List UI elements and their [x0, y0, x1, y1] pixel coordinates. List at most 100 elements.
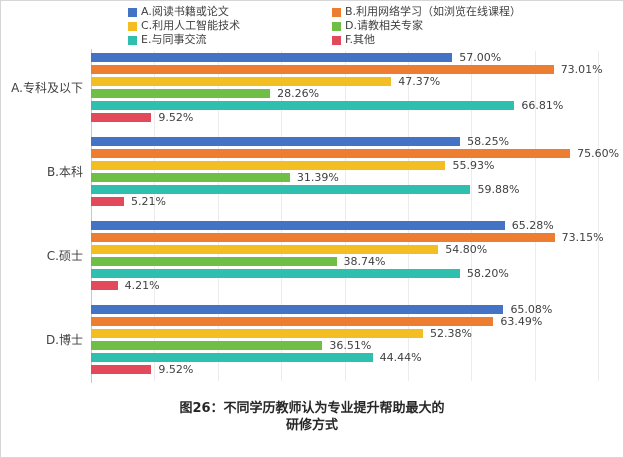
bar-row: 52.38%	[91, 327, 623, 340]
bar-group: B.本科 58.25% 75.60% 55.93% 31.39% 59.88% 5.21%	[1, 135, 623, 208]
gridline	[344, 51, 346, 381]
legend-item: A.阅读书籍或论文	[128, 5, 332, 19]
bar-groups: A.专科及以下 57.00% 73.01% 47.37% 28.26% 66.81% 9.5…	[1, 51, 623, 376]
bar-row: 31.39%	[91, 171, 623, 184]
legend-label: B.利用网络学习（如浏览在线课程）	[345, 5, 522, 18]
legend-item: C.利用人工智能技术	[128, 19, 332, 33]
bar	[91, 65, 554, 74]
bar	[91, 137, 461, 146]
bar-value-label: 9.52%	[158, 363, 194, 376]
bar-value-label: 65.28%	[511, 219, 554, 232]
bar-row: 59.88%	[91, 183, 623, 196]
bar	[91, 281, 118, 290]
gridline	[217, 51, 219, 381]
category-label: A.专科及以下	[11, 81, 83, 95]
bar	[91, 305, 504, 314]
legend-swatch-icon	[128, 21, 137, 31]
bar	[91, 77, 392, 86]
bar-row: 63.49%	[91, 315, 623, 328]
bar-row: 65.08%	[91, 303, 623, 316]
bar-value-label: 55.93%	[452, 159, 495, 172]
gridlines	[91, 51, 599, 381]
bar-row: 66.81%	[91, 99, 623, 112]
bar-group: C.硕士 65.28% 73.15% 54.80% 38.74% 58.20% 4.21%	[1, 219, 623, 292]
bar-value-label: 28.26%	[277, 87, 320, 100]
bar-value-label: 58.25%	[467, 135, 510, 148]
chart-title: 图26：不同学历教师认为专业提升帮助最大的 研修方式	[1, 400, 623, 434]
bar	[91, 161, 446, 170]
legend-label: D.请教相关专家	[345, 19, 423, 32]
gridline	[154, 51, 156, 381]
bar-row: 75.60%	[91, 147, 623, 160]
bar	[91, 341, 323, 350]
bar-row: 58.25%	[91, 135, 623, 148]
bar-value-label: 65.08%	[510, 303, 553, 316]
bar	[91, 113, 152, 122]
bars: 57.00% 73.01% 47.37% 28.26% 66.81% 9.52%	[91, 51, 623, 124]
bar-value-label: 63.49%	[500, 315, 543, 328]
legend-item: D.请教相关专家	[332, 19, 521, 33]
bar-row: 73.01%	[91, 63, 623, 76]
bar-value-label: 58.20%	[466, 267, 509, 280]
bar-value-label: 5.21%	[131, 195, 166, 208]
bar	[91, 53, 453, 62]
bar-value-label: 66.81%	[521, 99, 564, 112]
bar-row: 65.28%	[91, 219, 623, 232]
legend-item: E.与同事交流	[128, 33, 332, 47]
bar-value-label: 52.38%	[429, 327, 472, 340]
bar	[91, 269, 460, 278]
bar-value-label: 47.37%	[398, 75, 441, 88]
legend-swatch-icon	[128, 7, 137, 17]
gridline	[407, 51, 409, 381]
bar	[91, 353, 373, 362]
bar-row: 38.74%	[91, 255, 623, 268]
category-label: B.本科	[46, 165, 83, 179]
bar-row: 58.20%	[91, 267, 623, 280]
bar	[91, 365, 152, 374]
bar-value-label: 57.00%	[459, 51, 502, 64]
bar	[91, 233, 555, 242]
gridline	[281, 51, 283, 381]
bar	[91, 185, 471, 194]
bar-row: 44.44%	[91, 351, 623, 364]
bar-value-label: 4.21%	[124, 279, 160, 292]
bar-row: 9.52%	[91, 363, 623, 376]
bars: 65.28% 73.15% 54.80% 38.74% 58.20% 4.21%	[91, 219, 623, 292]
legend-swatch-icon	[128, 35, 137, 45]
bar	[91, 173, 290, 182]
gridline	[471, 51, 473, 381]
chart-legend: A.阅读书籍或论文 B.利用网络学习（如浏览在线课程） C.利用人工智能技术 D.请教…	[128, 5, 521, 47]
legend-swatch-icon	[332, 21, 341, 31]
bar-row: 9.52%	[91, 111, 623, 124]
bar	[91, 329, 423, 338]
bar-row: 36.51%	[91, 339, 623, 352]
bar-row: 55.93%	[91, 159, 623, 172]
bar-value-label: 73.15%	[561, 231, 604, 244]
legend-label: E.与同事交流	[141, 33, 207, 46]
bar-value-label: 54.80%	[445, 243, 488, 256]
gridline	[598, 51, 599, 381]
bar	[91, 89, 271, 98]
bar	[91, 101, 515, 110]
chart-title-line1: 图26：不同学历教师认为专业提升帮助最大的	[179, 401, 445, 416]
bar-value-label: 38.74%	[343, 255, 386, 268]
bar-row: 4.21%	[91, 279, 623, 292]
bar	[91, 317, 494, 326]
legend-item: F.其他	[332, 33, 521, 47]
legend-swatch-icon	[332, 7, 341, 17]
bar-value-label: 36.51%	[329, 339, 372, 352]
bar	[91, 245, 439, 254]
bar	[91, 149, 571, 158]
bar-value-label: 31.39%	[296, 171, 339, 184]
legend-label: A.阅读书籍或论文	[141, 5, 229, 18]
chart-title-line2: 研修方式	[285, 418, 338, 433]
bar-value-label: 59.88%	[477, 183, 520, 196]
gridline	[534, 51, 536, 381]
legend-label: C.利用人工智能技术	[141, 19, 241, 32]
bar-group: A.专科及以下 57.00% 73.01% 47.37% 28.26% 66.81% 9.5…	[1, 51, 623, 124]
bar-value-label: 44.44%	[379, 351, 422, 364]
bar	[91, 257, 337, 266]
bar-group: D.博士 65.08% 63.49% 52.38% 36.51% 44.44% 9.52%	[1, 303, 623, 376]
bar	[91, 221, 505, 230]
